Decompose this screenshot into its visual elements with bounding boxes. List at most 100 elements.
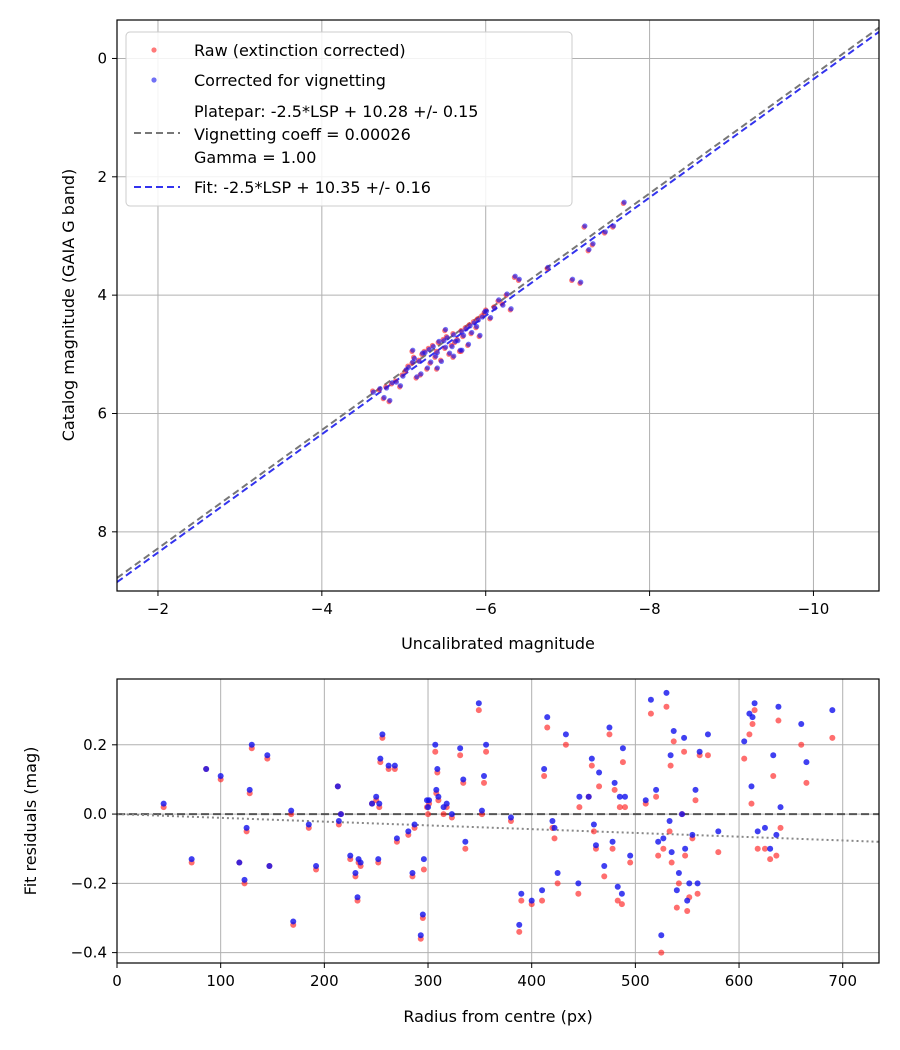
raw-residual-point [481,779,488,786]
corrected-residual-point [373,793,380,800]
fit-line [117,31,879,583]
top-y-tick-label: 2 [97,168,107,186]
corrected-residual-point [667,752,674,759]
corrected-point [389,380,395,386]
corrected-point [400,373,406,379]
raw-residual-point [622,804,628,811]
corrected-residual-point [622,793,628,800]
top-scatter-points [370,199,627,405]
raw-residual-point [609,845,616,852]
raw-residual-point [432,748,439,755]
raw-residual-point [681,748,688,755]
corrected-residual-point [748,783,755,790]
corrected-point [465,341,472,347]
corrected-point [434,349,440,356]
corrected-point [387,397,393,404]
legend-corrected-label: Corrected for vignetting [194,71,386,90]
corrected-point [436,338,442,344]
corrected-point [477,332,483,338]
corrected-residual-point [188,856,195,863]
corrected-point [377,386,383,392]
raw-residual-point [682,852,689,859]
raw-residual-point [483,748,490,755]
corrected-point [586,246,592,253]
corrected-point [467,323,473,329]
bottom-y-tick-label: −0.4 [71,944,107,962]
corrected-residual-point [334,783,341,790]
raw-residual-point [767,856,774,863]
corrected-point [442,326,449,333]
raw-residual-point [773,852,780,859]
legend-platepar-line1: Platepar: -2.5*LSP + 10.28 +/- 0.15 [194,102,478,121]
corrected-point [621,199,627,205]
corrected-point [569,276,576,282]
corrected-residual-point [236,859,243,866]
corrected-point [416,358,422,365]
corrected-residual-point [715,828,722,835]
corrected-point [582,223,588,229]
corrected-residual-point [462,838,469,845]
corrected-point [428,359,434,365]
bottom-x-tick-label: 400 [517,972,546,990]
corrected-point [475,317,481,323]
corrected-residual-point [435,793,442,800]
raw-residual-point [684,908,691,915]
raw-residual-point [775,717,782,724]
raw-residual-point [606,731,613,738]
corrected-residual-point [376,800,383,807]
corrected-residual-point [592,842,599,849]
corrected-point [463,326,469,332]
raw-residual-point [518,897,525,904]
corrected-point [451,332,457,338]
corrected-point [492,305,498,311]
bottom-reference-lines [117,813,879,843]
corrected-residual-point [647,696,654,703]
bottom-y-tick-label: 0.0 [83,805,107,823]
corrected-residual-point [666,818,673,824]
corrected-point [370,389,377,395]
corrected-residual-point [770,752,777,759]
corrected-residual-point [518,890,525,897]
corrected-residual-point [425,804,432,811]
raw-residual-point [647,710,654,717]
raw-residual-point [539,897,546,904]
corrected-residual-point [426,797,433,804]
top-y-tick-label: 0 [97,49,107,67]
raw-residual-point [575,890,582,897]
top-x-axis-label: Uncalibrated magnitude [401,634,595,653]
raw-residual-point [554,880,561,887]
corrected-point [410,347,416,353]
corrected-residual-point [337,811,344,818]
raw-residual-point [673,904,680,911]
corrected-residual-point [217,772,224,779]
corrected-residual-point [443,800,450,807]
corrected-residual-point [741,738,748,745]
raw-residual-point [618,901,625,908]
corrected-residual-point [241,876,248,883]
raw-residual-point [692,797,699,804]
legend-raw-marker [151,47,157,53]
corrected-residual-point [352,869,359,876]
corrected-residual-point [670,727,677,734]
platepar-line [117,26,879,579]
corrected-residual-point [596,769,603,776]
corrected-residual-point [385,762,392,769]
raw-residual-point [440,811,447,818]
corrected-residual-point [658,932,665,939]
bottom-x-axis-label: Radius from centre (px) [403,1007,592,1026]
legend-platepar-line3: Gamma = 1.00 [194,148,316,167]
top-y-axis-label: Catalog magnitude (GAIA G band) [59,169,78,441]
raw-residual-point [425,811,432,818]
corrected-residual-point [290,918,297,925]
raw-residual-point [601,873,608,880]
corrected-residual-point [203,766,210,773]
corrected-residual-point [551,824,558,831]
corrected-residual-point [798,721,805,728]
residuals-chart: 0 100 200 300 400 500 600 700 −0.4 −0.2 0.0 0.2 Rad… [21,678,880,1026]
corrected-point [545,264,551,270]
corrected-residual-point [611,779,618,786]
raw-residual-point [670,738,677,745]
corrected-residual-point [696,748,703,755]
